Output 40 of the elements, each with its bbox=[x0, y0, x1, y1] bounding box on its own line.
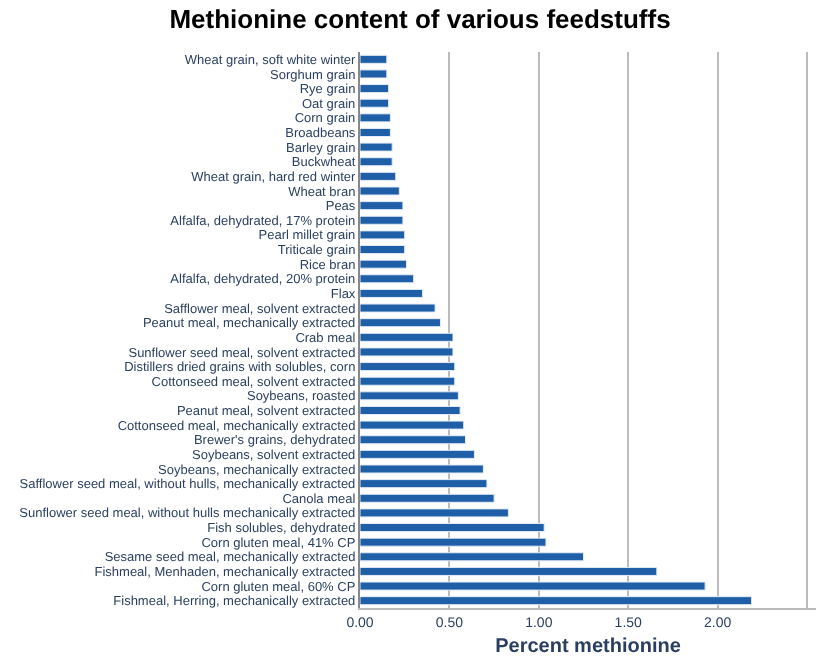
bar bbox=[360, 84, 390, 94]
bar bbox=[360, 230, 406, 240]
bar bbox=[360, 391, 459, 401]
bar bbox=[360, 537, 547, 547]
bar bbox=[360, 113, 391, 123]
bar bbox=[360, 405, 461, 415]
bar bbox=[360, 420, 465, 430]
bar bbox=[360, 98, 390, 108]
bar bbox=[360, 215, 404, 225]
bar bbox=[360, 259, 407, 269]
bar bbox=[360, 274, 415, 284]
bar bbox=[360, 288, 424, 298]
bar bbox=[360, 142, 393, 152]
bar bbox=[360, 69, 388, 79]
x-axis-title: Percent methionine bbox=[495, 635, 682, 658]
bar bbox=[360, 376, 456, 386]
chart-title: Methionine content of various feedstuffs bbox=[169, 4, 671, 35]
bar bbox=[360, 347, 454, 357]
bar bbox=[360, 435, 466, 445]
bar bbox=[360, 449, 475, 459]
bar bbox=[360, 245, 406, 255]
bar bbox=[360, 362, 456, 372]
bar bbox=[360, 508, 509, 518]
bar bbox=[360, 171, 397, 181]
bar bbox=[360, 566, 658, 576]
bar bbox=[360, 493, 495, 503]
bar bbox=[360, 596, 753, 606]
bar bbox=[360, 464, 484, 474]
bar bbox=[360, 318, 441, 328]
bar bbox=[360, 523, 545, 533]
bar bbox=[360, 186, 400, 196]
bar bbox=[360, 332, 454, 342]
bar bbox=[360, 54, 388, 64]
bar bbox=[360, 479, 488, 489]
bar bbox=[360, 581, 706, 591]
bar bbox=[360, 303, 436, 313]
bar bbox=[360, 127, 391, 137]
bar bbox=[360, 552, 585, 562]
bar bbox=[360, 157, 393, 167]
bar bbox=[360, 201, 404, 211]
